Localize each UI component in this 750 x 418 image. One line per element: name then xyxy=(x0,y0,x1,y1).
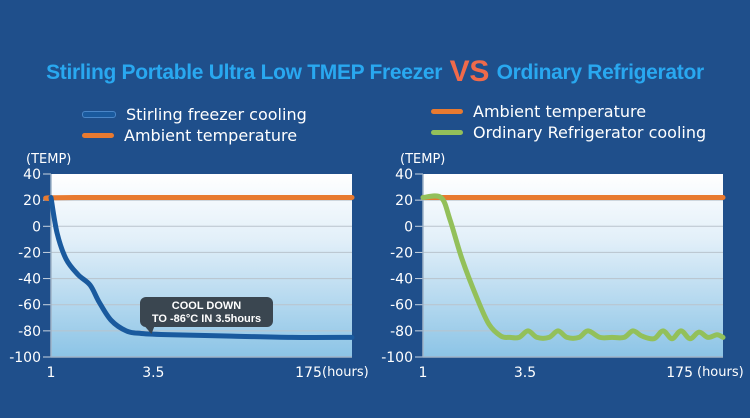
legend-swatch xyxy=(431,109,463,114)
y-tick-label: -40 xyxy=(390,272,413,288)
y-tick-label: 0 xyxy=(32,219,41,235)
legend-swatch xyxy=(82,133,114,138)
series-line-ambient-temperature xyxy=(43,194,355,202)
legend-right: Ambient temperature Ordinary Refrigerato… xyxy=(431,101,706,143)
y-axis-label: (TEMP) xyxy=(400,152,445,167)
legend-item: Ambient temperature xyxy=(431,101,706,122)
y-tick-label: -20 xyxy=(390,245,413,261)
title-vs: VS xyxy=(449,55,490,88)
y-tick-label: -20 xyxy=(18,245,41,261)
x-tick-label: 1 xyxy=(419,365,428,381)
y-axis-label: (TEMP) xyxy=(26,152,71,167)
y-tick-label: 40 xyxy=(395,167,413,183)
y-tick-label: 20 xyxy=(23,193,41,209)
callout-line-1: COOL DOWN xyxy=(171,300,242,312)
legend-left: Stirling freezer cooling Ambient tempera… xyxy=(82,104,307,146)
legend-label: Ordinary Refrigerator cooling xyxy=(473,123,707,142)
y-tick-label: -100 xyxy=(381,350,413,366)
y-tick-label: -60 xyxy=(390,298,413,314)
legend-item: Ordinary Refrigerator cooling xyxy=(431,122,706,143)
legend-label: Ambient temperature xyxy=(124,126,298,145)
y-tick-label: 0 xyxy=(404,219,413,235)
y-tick-label: 20 xyxy=(395,193,413,209)
series-line-stirling-freezer-cooling xyxy=(48,195,355,340)
x-tick-label: 3.5 xyxy=(142,365,164,381)
title-right: Ordinary Refrigerator xyxy=(496,61,705,84)
legend-item: Stirling freezer cooling xyxy=(82,104,307,125)
x-axis-label: (hours) xyxy=(697,365,744,380)
y-tick-label: -60 xyxy=(18,298,41,314)
page-title: Stirling Portable Ultra Low TMEP Freezer… xyxy=(0,55,750,89)
callout-line-2: TO -86°C IN 3.5hours xyxy=(151,313,262,325)
x-tick-label: 1 xyxy=(47,365,56,381)
x-tick-label: 175 xyxy=(666,365,693,381)
legend-swatch xyxy=(431,130,463,135)
plot-area xyxy=(423,174,723,357)
series-line-ordinary-refrigerator-cooling xyxy=(420,193,726,342)
chart-stirling: 40 20 0 -20 -40 -60 -80 -100 (TEMP) 1 3.5 175 (hours… xyxy=(9,152,368,381)
plot-area xyxy=(51,174,352,357)
legend-label: Ambient temperature xyxy=(473,102,647,121)
y-tick-label: -80 xyxy=(390,324,413,340)
title-left: Stirling Portable Ultra Low TMEP Freezer xyxy=(46,61,443,84)
y-tick-label: -100 xyxy=(9,350,41,366)
callout-annotation: COOL DOWN TO -86°C IN 3.5hours xyxy=(140,297,273,327)
x-axis-label: (hours) xyxy=(322,365,369,380)
y-tick-label: -80 xyxy=(18,324,41,340)
y-tick-label: 40 xyxy=(23,167,41,183)
x-tick-label: 3.5 xyxy=(514,365,536,381)
chart-ordinary: 40 20 0 -20 -40 -60 -80 -100 (TEMP) 1 3.5 175 (hours… xyxy=(381,152,743,381)
y-tick-label: -40 xyxy=(18,272,41,288)
legend-item: Ambient temperature xyxy=(82,125,307,146)
legend-swatch xyxy=(82,111,116,118)
legend-label: Stirling freezer cooling xyxy=(126,105,307,124)
x-tick-label: 175 xyxy=(295,365,322,381)
